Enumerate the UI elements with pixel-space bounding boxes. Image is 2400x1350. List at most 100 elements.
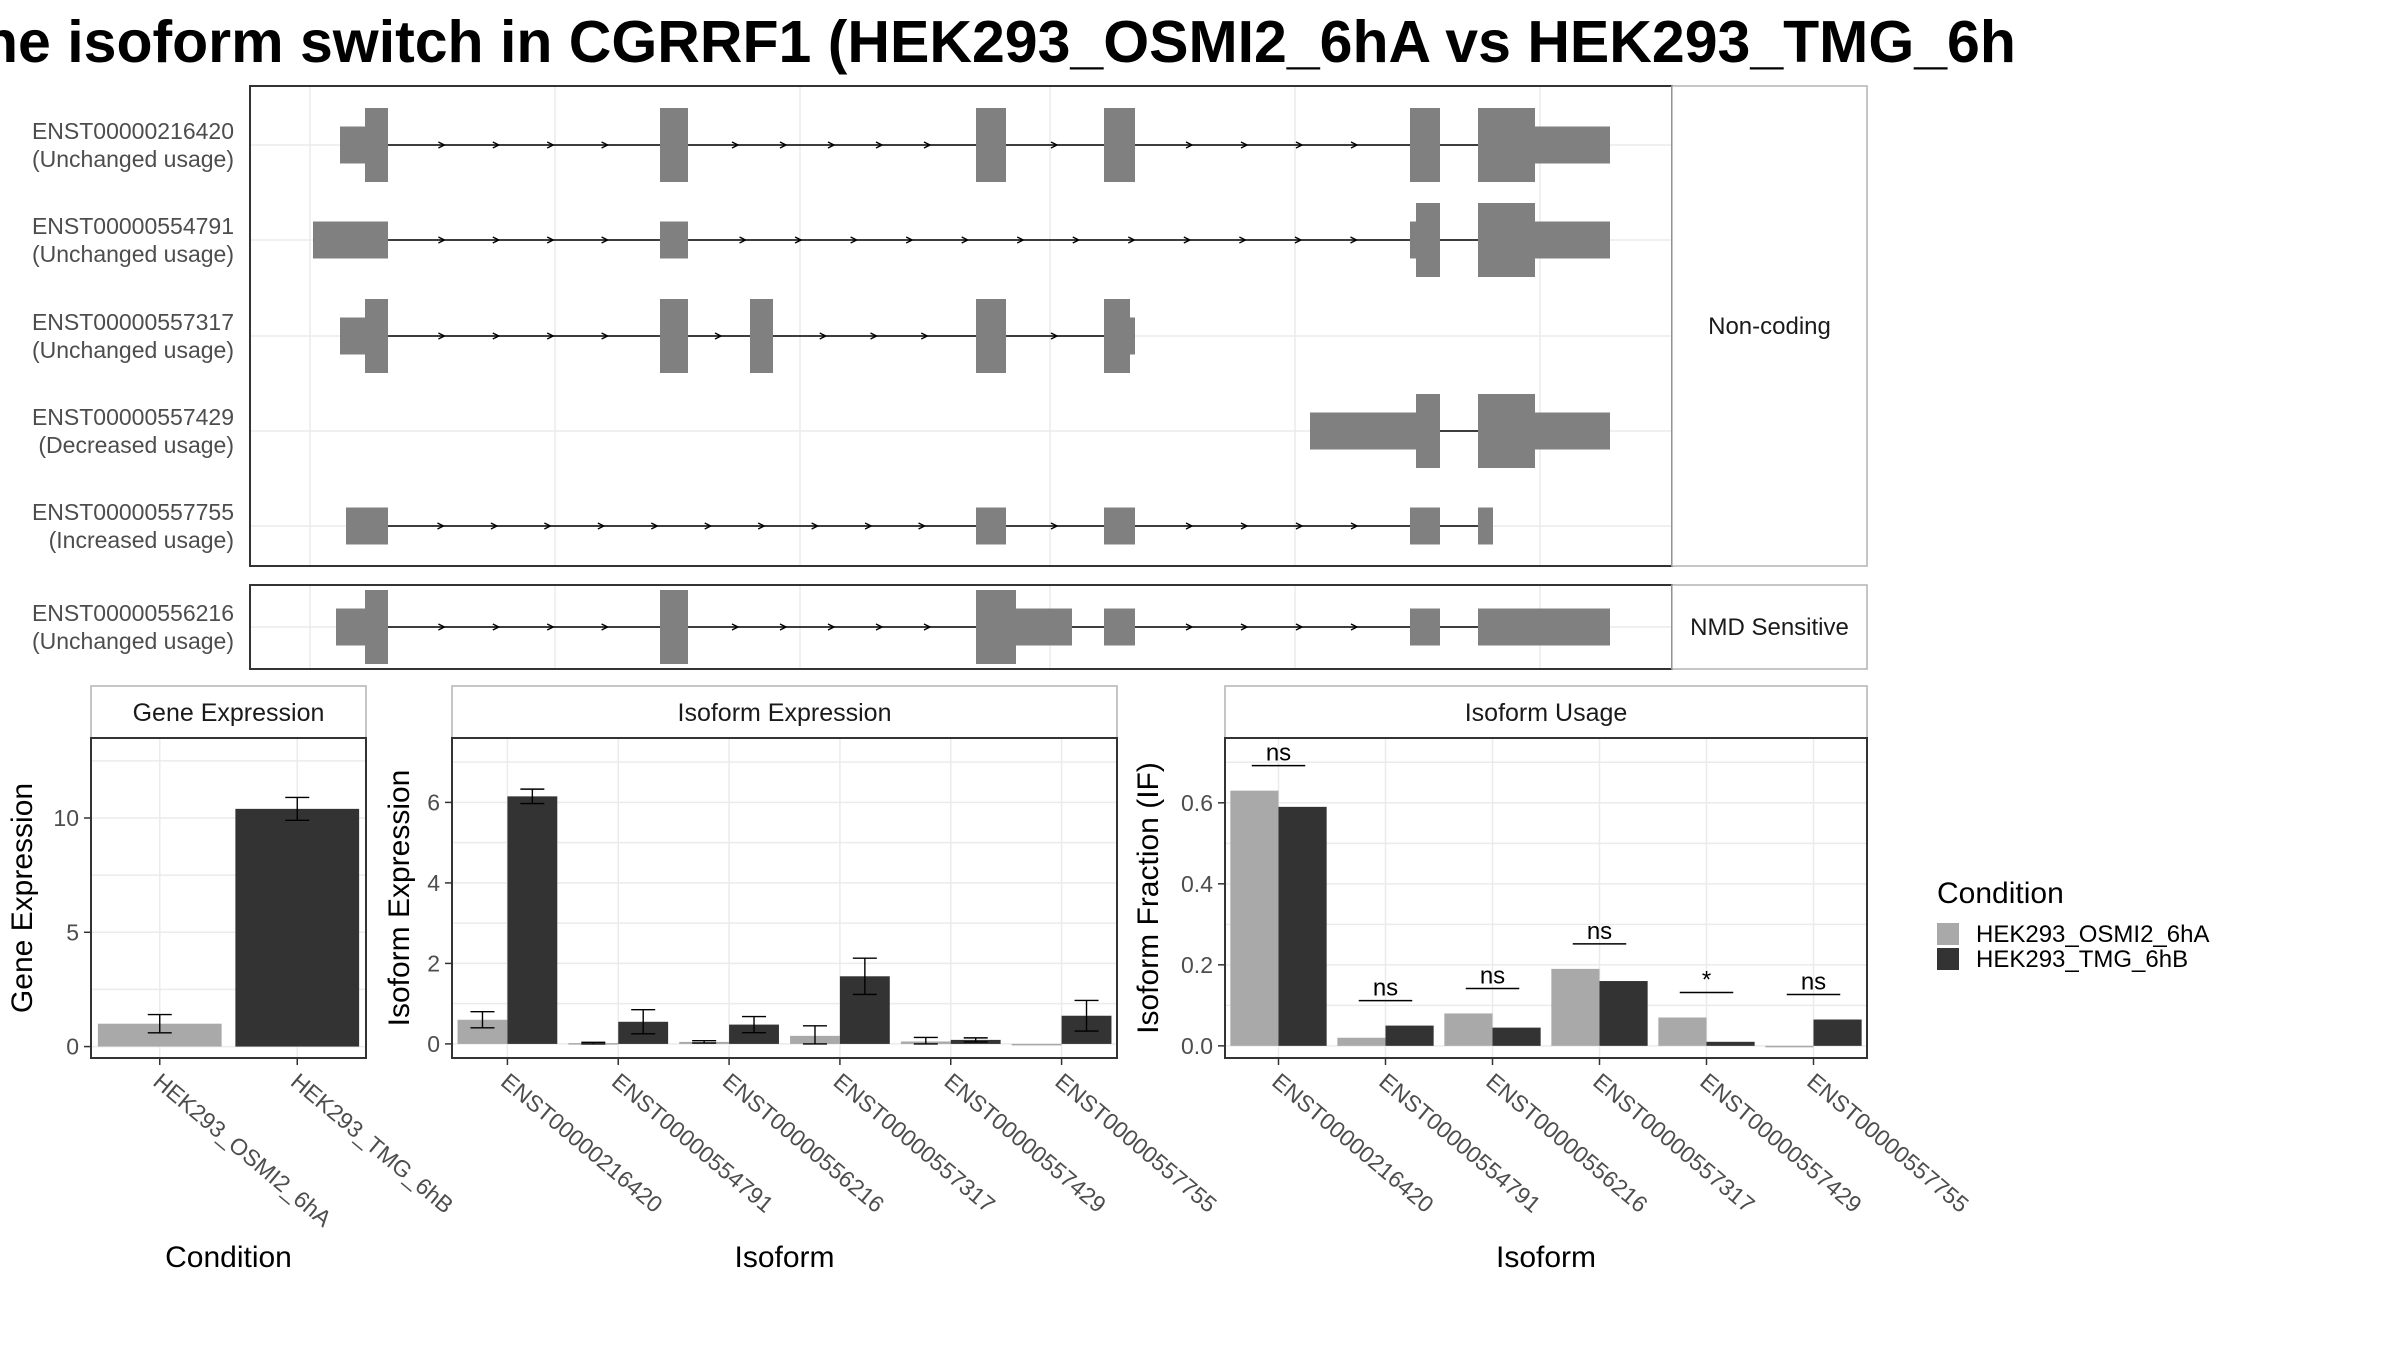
- y-tick-label: 10: [53, 805, 79, 831]
- significance-label: ns: [1801, 969, 1826, 996]
- legend-label: HEK293_TMG_6hB: [1976, 946, 2188, 973]
- intron-direction-arrow: [714, 332, 723, 340]
- facet-strip-label: Non-coding: [1708, 313, 1831, 340]
- intron-direction-arrow: [870, 332, 879, 340]
- intron-direction-arrow: [546, 332, 555, 340]
- transcript-id-label: ENST00000554791: [32, 213, 234, 239]
- intron-direction-arrow: [437, 522, 446, 530]
- bar: [97, 1023, 222, 1047]
- intron-direction-arrow: [794, 236, 803, 244]
- y-axis-title: Isoform Fraction (IF): [1132, 762, 1165, 1034]
- intron-direction-arrow: [757, 522, 766, 530]
- bar: [1765, 1045, 1814, 1048]
- exon-utr: [1016, 608, 1072, 646]
- intron-direction-arrow: [1185, 141, 1194, 149]
- intron-direction-arrow: [1050, 141, 1059, 149]
- panel-strip-title: Gene Expression: [133, 699, 325, 727]
- exon-cds: [365, 299, 388, 373]
- exon-utr: [976, 507, 1006, 545]
- intron-direction-arrow: [438, 623, 446, 631]
- intron-direction-arrow: [779, 623, 788, 631]
- exon-cds: [1104, 108, 1135, 182]
- facet-strip-label: NMD Sensitive: [1690, 614, 1849, 641]
- exon-cds: [976, 108, 1006, 182]
- exon-utr: [660, 221, 688, 259]
- bar: [1658, 1017, 1707, 1046]
- y-tick-label: 6: [427, 789, 440, 815]
- intron-direction-arrow: [492, 623, 501, 631]
- intron-direction-arrow: [438, 332, 446, 340]
- intron-direction-arrow: [546, 141, 555, 149]
- intron-direction-arrow: [492, 236, 501, 244]
- exon-cds: [365, 108, 388, 182]
- intron-direction-arrow: [1050, 332, 1059, 340]
- bar: [1706, 1041, 1755, 1046]
- intron-direction-arrow: [492, 141, 501, 149]
- panel-strip: [1224, 685, 1868, 739]
- bar: [1011, 1043, 1062, 1046]
- facet-strip: [1671, 584, 1868, 670]
- exon-utr: [1410, 507, 1440, 545]
- exon-cds: [660, 108, 688, 182]
- bar: [1444, 1013, 1493, 1046]
- intron-direction-arrow: [918, 522, 927, 530]
- significance-label: ns: [1480, 962, 1505, 989]
- exon-utr: [1310, 412, 1418, 450]
- transcript-ENST00000557317: [340, 299, 1135, 373]
- y-tick-label: 0: [427, 1031, 440, 1057]
- x-axis-title: Isoform: [734, 1241, 834, 1274]
- bar: [1599, 981, 1648, 1046]
- exon-utr: [1535, 221, 1610, 259]
- transcript-id-label: ENST00000557429: [32, 404, 234, 430]
- legend-label: HEK293_OSMI2_6hA: [1976, 921, 2209, 948]
- transcript-usage-label: (Unchanged usage): [32, 337, 234, 363]
- intron-direction-arrow: [1294, 236, 1303, 244]
- intron-direction-arrow: [1350, 236, 1359, 244]
- bar: [1492, 1027, 1541, 1046]
- intron-direction-arrow: [1350, 141, 1359, 149]
- intron-direction-arrow: [492, 332, 501, 340]
- exon-cds: [1416, 394, 1440, 468]
- bar: [507, 796, 558, 1044]
- exon-utr: [1535, 412, 1610, 450]
- intron-direction-arrow: [731, 623, 740, 631]
- intron-direction-arrow: [1295, 522, 1304, 530]
- intron-direction-arrow: [1183, 236, 1192, 244]
- structure-panel-background: [250, 86, 1672, 566]
- legend-title: Condition: [1937, 877, 2064, 910]
- intron-direction-arrow: [546, 623, 555, 631]
- panel-strip-title: Isoform Expression: [678, 699, 892, 727]
- intron-direction-arrow: [827, 623, 836, 631]
- intron-direction-arrow: [438, 141, 446, 149]
- exon-cds: [365, 590, 388, 664]
- exon-utr: [340, 317, 368, 355]
- legend-swatch: [1937, 948, 1959, 970]
- intron-direction-arrow: [923, 141, 932, 149]
- exon-cds: [976, 590, 1016, 664]
- exon-cds: [1104, 299, 1130, 373]
- exon-utr: [1478, 608, 1610, 646]
- intron-direction-arrow: [827, 141, 836, 149]
- intron-direction-arrow: [779, 141, 788, 149]
- intron-direction-arrow: [601, 623, 610, 631]
- transcript-ENST00000216420: [340, 108, 1610, 182]
- panel-border: [1224, 737, 1868, 1059]
- intron-direction-arrow: [1016, 236, 1025, 244]
- transcript-ENST00000554791: [313, 203, 1610, 277]
- y-tick-label: 5: [66, 919, 79, 945]
- transcript-usage-label: (Unchanged usage): [32, 241, 234, 267]
- bar: [1385, 1025, 1434, 1046]
- intron-direction-arrow: [739, 236, 748, 244]
- transcript-id-label: ENST00000216420: [32, 118, 234, 144]
- x-axis-title: Isoform: [1496, 1241, 1596, 1274]
- intron-direction-arrow: [601, 141, 610, 149]
- intron-direction-arrow: [601, 332, 610, 340]
- intron-direction-arrow: [1050, 522, 1059, 530]
- y-tick-label: 2: [427, 950, 440, 976]
- exon-cds: [660, 299, 688, 373]
- significance-label: ns: [1587, 918, 1612, 945]
- exon-utr: [1535, 126, 1610, 164]
- intron-direction-arrow: [1350, 623, 1359, 631]
